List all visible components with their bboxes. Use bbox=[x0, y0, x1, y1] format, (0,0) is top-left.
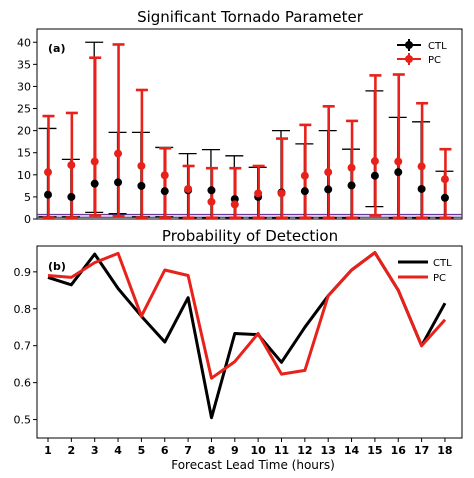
data-point-ctl bbox=[137, 181, 146, 190]
y-tick-label-a: 25 bbox=[17, 103, 31, 116]
data-point-pc bbox=[440, 175, 449, 184]
data-point-ctl bbox=[44, 190, 52, 199]
y-tick-label-a: 40 bbox=[17, 36, 31, 49]
x-tick-label: 15 bbox=[367, 444, 382, 457]
data-point-ctl bbox=[207, 186, 216, 195]
x-axis-label: Forecast Lead Time (hours) bbox=[171, 458, 335, 472]
y-tick-label-a: 35 bbox=[17, 58, 31, 71]
x-tick-label: 1 bbox=[44, 444, 52, 457]
x-tick-label: 10 bbox=[250, 444, 266, 457]
data-point-pc bbox=[370, 157, 379, 166]
x-tick-label: 4 bbox=[114, 444, 122, 457]
data-point-ctl bbox=[347, 181, 356, 190]
y-tick-label-a: 20 bbox=[17, 125, 31, 138]
x-tick-label: 8 bbox=[208, 444, 216, 457]
data-point-ctl bbox=[324, 185, 333, 194]
data-point-ctl bbox=[417, 184, 426, 193]
legend-label-pc: PC bbox=[428, 55, 441, 66]
panel-b-label: (b) bbox=[48, 260, 66, 273]
data-point-pc bbox=[347, 163, 356, 172]
panel-b-frame bbox=[36, 245, 463, 439]
series-line-ctl bbox=[47, 251, 447, 420]
panel-a-title: Significant Tornado Parameter bbox=[137, 8, 364, 26]
data-point-ctl bbox=[67, 192, 76, 201]
x-tick-label: 17 bbox=[414, 444, 429, 457]
y-tick-label-b: 0.5 bbox=[14, 414, 32, 427]
data-point-pc bbox=[184, 184, 193, 193]
data-point-pc bbox=[300, 171, 309, 180]
data-point-pc bbox=[277, 189, 286, 198]
data-point-ctl bbox=[440, 193, 449, 202]
data-point-ctl bbox=[114, 178, 123, 187]
x-tick-label: 7 bbox=[184, 444, 192, 457]
data-point-pc bbox=[394, 157, 403, 166]
y-tick-label-b: 0.7 bbox=[14, 340, 32, 353]
data-point-pc bbox=[44, 168, 52, 177]
y-tick-label-a: 15 bbox=[17, 147, 31, 160]
legend-marker-ctl bbox=[405, 41, 413, 49]
y-tick-label-b: 0.9 bbox=[14, 266, 32, 279]
y-tick-label-a: 30 bbox=[17, 80, 31, 93]
x-tick-label: 11 bbox=[274, 444, 289, 457]
legend-label-ctl-b: CTL bbox=[433, 258, 452, 269]
data-point-pc bbox=[160, 171, 169, 180]
y-tick-label-b: 0.6 bbox=[14, 377, 32, 390]
panel-a-legend: CTL PC bbox=[397, 39, 447, 66]
x-tick-label: 9 bbox=[231, 444, 239, 457]
y-tick-label-a: 0 bbox=[24, 213, 31, 226]
data-point-pc bbox=[417, 162, 426, 171]
data-point-pc bbox=[207, 197, 216, 206]
panel-b-plot-area: 0.50.60.70.80.91 2 3 4 5 6 7 8 9 10 11 12 13 14 15 16 17… bbox=[14, 251, 453, 457]
x-tick-label: 18 bbox=[437, 444, 452, 457]
panel-a-plot-area: 0 5 10 15 20 25 30 35 40 bbox=[17, 36, 462, 226]
x-tick-label: 12 bbox=[297, 444, 312, 457]
legend-marker-pc bbox=[405, 55, 413, 63]
data-point-pc bbox=[324, 168, 333, 177]
data-point-pc bbox=[137, 161, 146, 170]
panel-a-frame bbox=[36, 28, 463, 220]
data-point-ctl bbox=[90, 179, 99, 188]
data-point-pc bbox=[230, 200, 239, 209]
data-point-ctl bbox=[370, 171, 379, 180]
y-tick-label-a: 5 bbox=[24, 191, 31, 204]
x-tick-label: 14 bbox=[344, 444, 360, 457]
panel-b-title: Probability of Detection bbox=[162, 227, 338, 245]
data-point-pc bbox=[67, 161, 76, 170]
legend-label-pc-b: PC bbox=[433, 273, 446, 284]
x-tick-label: 3 bbox=[91, 444, 99, 457]
y-tick-label-b: 0.8 bbox=[14, 303, 32, 316]
data-point-ctl bbox=[394, 168, 403, 177]
series-line-pc bbox=[47, 251, 447, 380]
legend-label-ctl: CTL bbox=[428, 41, 447, 52]
y-tick-label-a: 10 bbox=[17, 169, 31, 182]
panel-a-label: (a) bbox=[48, 42, 65, 55]
data-point-pc bbox=[254, 189, 263, 198]
x-tick-label: 5 bbox=[138, 444, 146, 457]
x-tick-label: 2 bbox=[68, 444, 76, 457]
data-point-pc bbox=[114, 149, 123, 158]
data-point-ctl bbox=[160, 187, 169, 196]
x-tick-label: 16 bbox=[391, 444, 407, 457]
panel-b-legend: CTL PC bbox=[398, 258, 452, 284]
x-tick-label: 13 bbox=[321, 444, 336, 457]
data-point-ctl bbox=[300, 187, 309, 196]
x-tick-label: 6 bbox=[161, 444, 169, 457]
data-point-pc bbox=[90, 157, 99, 166]
